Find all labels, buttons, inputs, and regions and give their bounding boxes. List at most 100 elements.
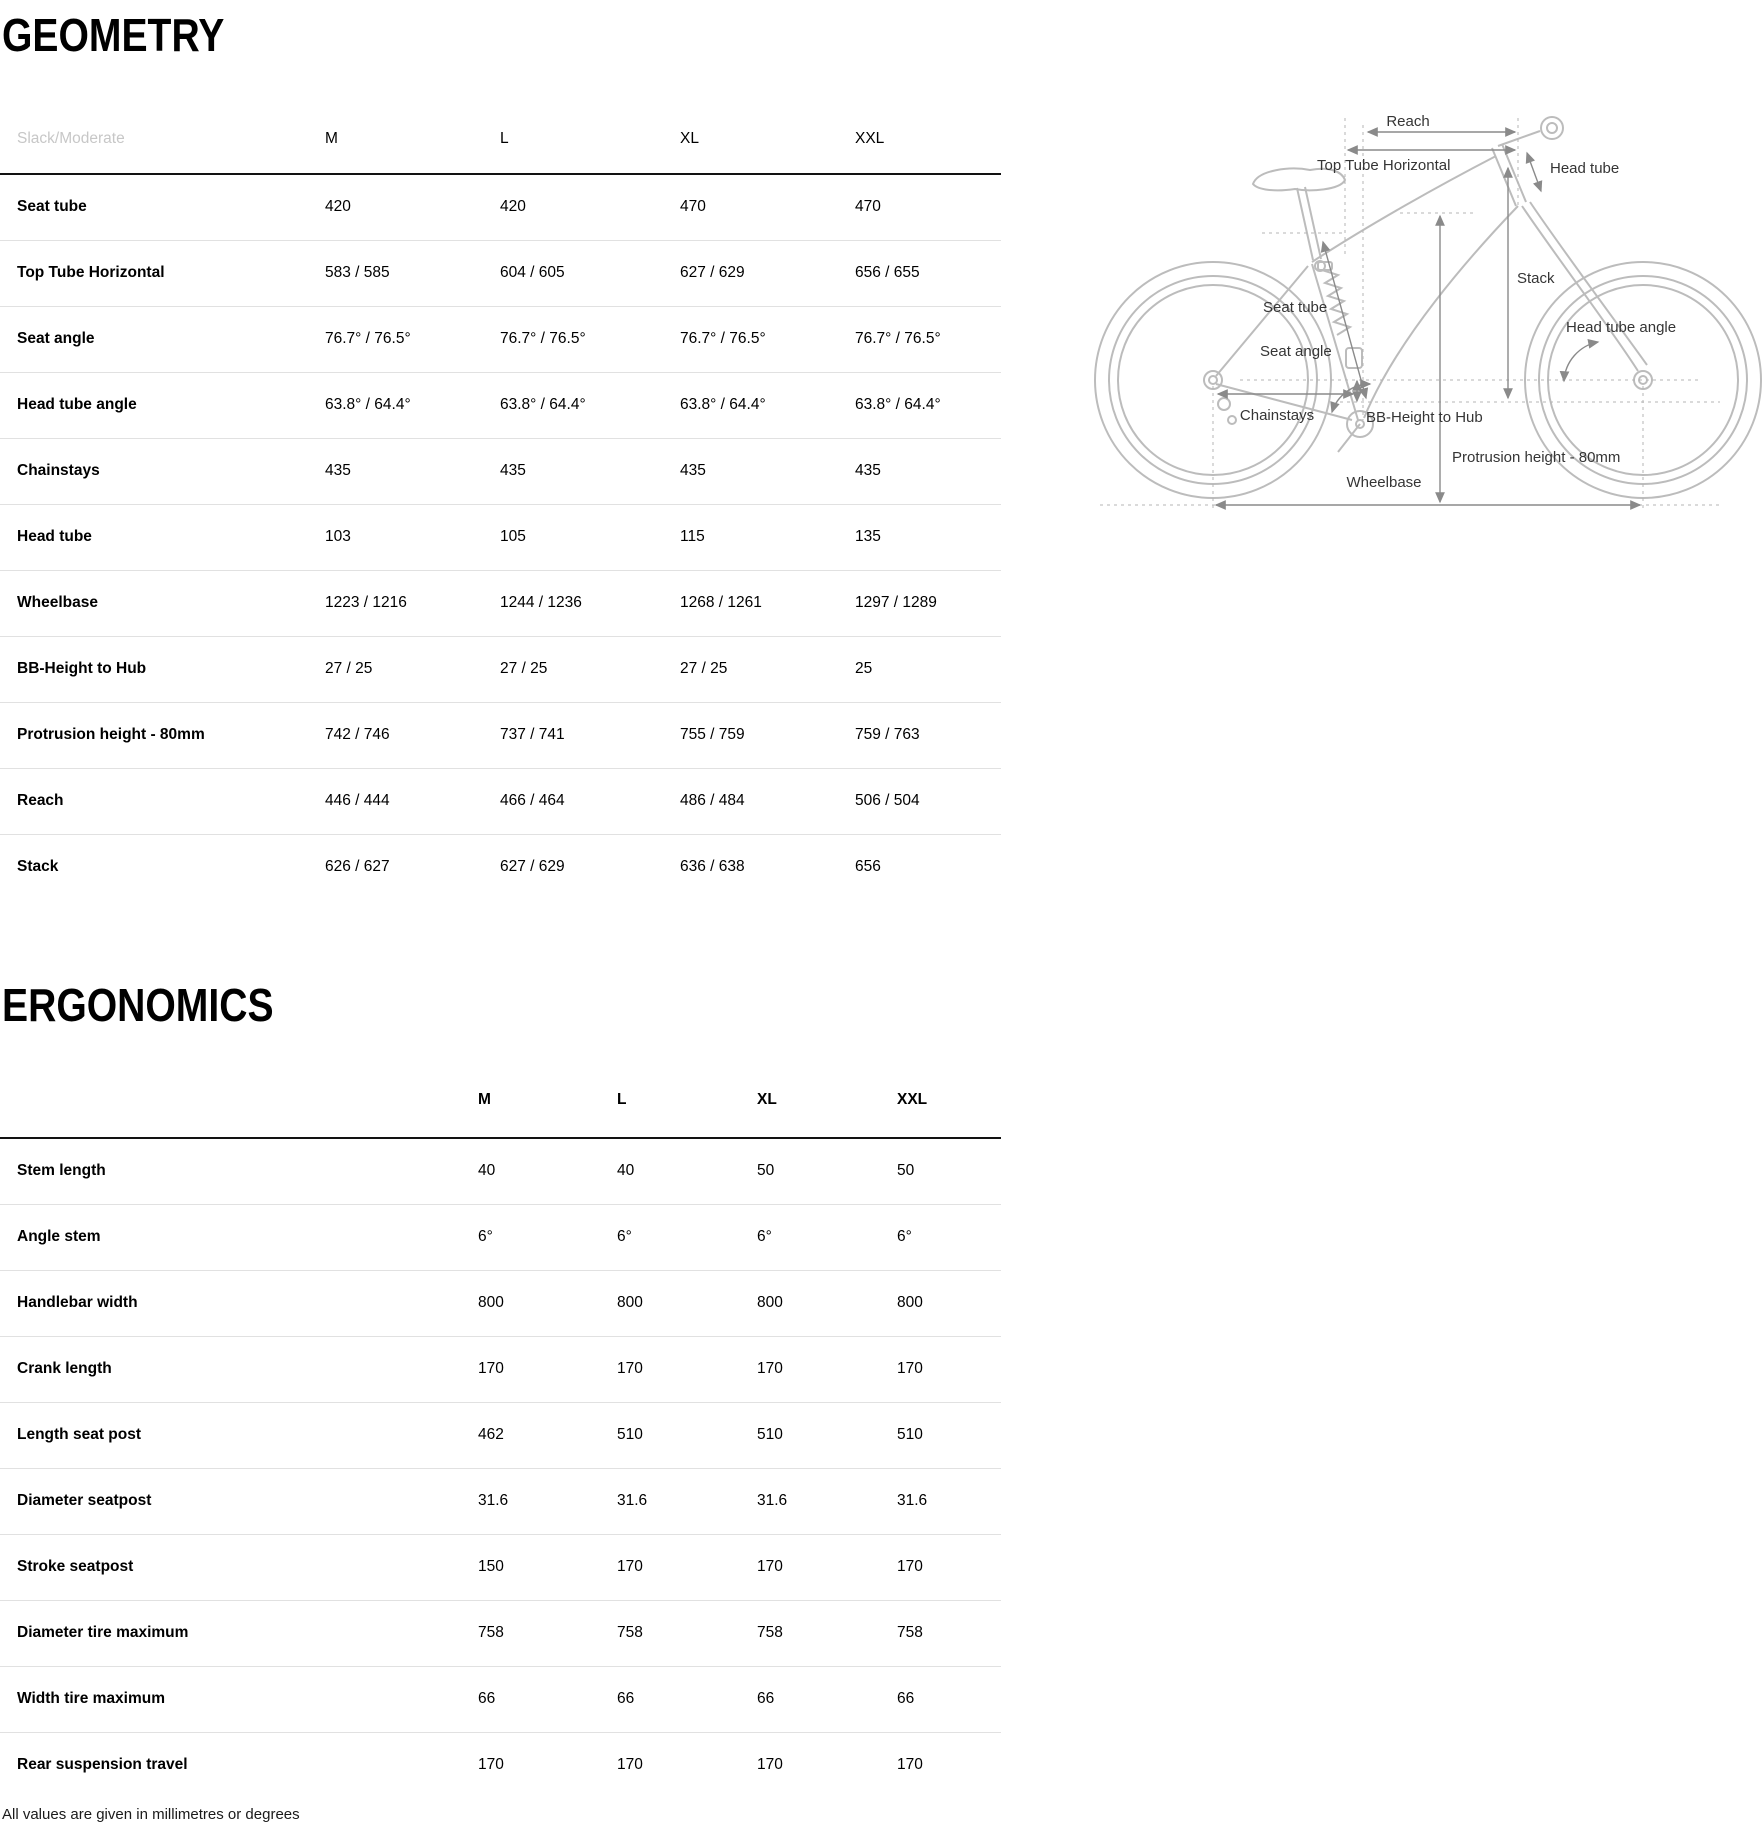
table-row: Rear suspension travel 170 170 170 170 xyxy=(0,1732,1001,1798)
row-value: 470 xyxy=(680,198,706,216)
row-value: 66 xyxy=(478,1690,496,1708)
row-label: BB-Height to Hub xyxy=(17,660,147,678)
table-row: Head tube angle 63.8° / 64.4° 63.8° / 64.4… xyxy=(0,372,1001,438)
row-value: 737 / 741 xyxy=(500,726,565,744)
fork xyxy=(1521,205,1639,372)
row-value: 27 / 25 xyxy=(680,660,728,678)
table-row: Protrusion height - 80mm 742 / 746 737 / 7… xyxy=(0,702,1001,768)
table-row: Stem length 40 40 50 50 xyxy=(0,1139,1001,1204)
row-label: Stroke seatpost xyxy=(17,1558,134,1576)
row-value: 435 xyxy=(680,462,706,480)
row-value: 656 xyxy=(855,858,881,876)
row-value: 63.8° / 64.4° xyxy=(500,396,586,414)
row-value: 31.6 xyxy=(757,1492,788,1510)
row-value: 31.6 xyxy=(617,1492,648,1510)
saddle xyxy=(1251,167,1347,192)
row-value: 27 / 25 xyxy=(500,660,548,678)
seat-stay xyxy=(1215,265,1309,377)
row-value: 510 xyxy=(757,1426,783,1444)
dimension-arrows xyxy=(1214,127,1642,510)
table-row: Top Tube Horizontal 583 / 585 604 / 605 627… xyxy=(0,240,1001,306)
top-tube-horizontal-label: Top Tube Horizontal xyxy=(1317,157,1450,174)
row-value: 76.7° / 76.5° xyxy=(325,330,411,348)
ergonomics-section-title: ERGONOMICS xyxy=(2,979,274,1031)
column-header-xl: XL xyxy=(680,130,699,147)
row-value: 63.8° / 64.4° xyxy=(325,396,411,414)
row-value: 6° xyxy=(757,1228,772,1246)
row-label: Wheelbase xyxy=(17,594,98,612)
ergonomics-table: M L XL XXL Stem length 40 40 50 50 Angle stem… xyxy=(0,1063,1001,1798)
row-value: 435 xyxy=(325,462,351,480)
row-label: Protrusion height - 80mm xyxy=(17,726,205,744)
row-label: Diameter seatpost xyxy=(17,1492,152,1510)
row-value: 1268 / 1261 xyxy=(680,594,762,612)
seat-tube-arrow xyxy=(1320,240,1369,400)
row-value: 170 xyxy=(757,1360,783,1378)
row-value: 800 xyxy=(617,1294,643,1312)
stem xyxy=(1497,130,1541,147)
row-label: Width tire maximum xyxy=(17,1690,165,1708)
row-label: Seat tube xyxy=(17,198,87,216)
table-row: Length seat post 462 510 510 510 xyxy=(0,1402,1001,1468)
dimension-guides xyxy=(1100,118,1720,512)
row-value: 40 xyxy=(617,1162,635,1180)
row-label: Diameter tire maximum xyxy=(17,1624,189,1642)
stack-label: Stack xyxy=(1517,270,1555,287)
row-value: 76.7° / 76.5° xyxy=(855,330,941,348)
row-value: 604 / 605 xyxy=(500,264,565,282)
table-row: Angle stem 6° 6° 6° 6° xyxy=(0,1204,1001,1270)
row-value: 170 xyxy=(617,1756,643,1774)
protrusion-height-label: Protrusion height - 80mm xyxy=(1452,449,1620,466)
row-label: Chainstays xyxy=(17,462,100,480)
row-value: 170 xyxy=(478,1756,504,1774)
row-value: 31.6 xyxy=(897,1492,928,1510)
row-value: 150 xyxy=(478,1558,504,1576)
row-value: 76.7° / 76.5° xyxy=(500,330,586,348)
row-value: 446 / 444 xyxy=(325,792,390,810)
row-value: 6° xyxy=(617,1228,632,1246)
row-value: 466 / 464 xyxy=(500,792,565,810)
row-value: 758 xyxy=(897,1624,923,1642)
row-value: 462 xyxy=(478,1426,504,1444)
row-value: 105 xyxy=(500,528,526,546)
row-value: 50 xyxy=(757,1162,775,1180)
seatpost xyxy=(1296,187,1314,261)
row-value: 510 xyxy=(897,1426,923,1444)
row-value: 170 xyxy=(478,1360,504,1378)
row-value: 50 xyxy=(897,1162,915,1180)
column-header-m: M xyxy=(325,130,338,147)
table-row: Chainstays 435 435 435 435 xyxy=(0,438,1001,504)
bb-height-to-hub-label: BB-Height to Hub xyxy=(1366,409,1483,426)
column-header-l: L xyxy=(617,1091,627,1108)
row-value: 170 xyxy=(617,1360,643,1378)
ergonomics-table-header: M L XL XXL xyxy=(0,1063,1001,1139)
wheelbase-label: Wheelbase xyxy=(1346,474,1421,491)
row-value: 470 xyxy=(855,198,881,216)
bike-geometry-diagram: Reach Top Tube Horizontal Head tube Stac… xyxy=(1094,113,1762,512)
row-value: 506 / 504 xyxy=(855,792,920,810)
head-tube-angle-label: Head tube angle xyxy=(1566,319,1676,336)
bike-line-art xyxy=(1094,116,1762,499)
row-value: 742 / 746 xyxy=(325,726,390,744)
row-value: 755 / 759 xyxy=(680,726,745,744)
row-label: Top Tube Horizontal xyxy=(17,264,165,282)
row-value: 1244 / 1236 xyxy=(500,594,582,612)
ergonomics-table-body: Stem length 40 40 50 50 Angle stem 6° 6° 6° 6° Han… xyxy=(0,1139,1001,1798)
row-value: 31.6 xyxy=(478,1492,509,1510)
table-row: Handlebar width 800 800 800 800 xyxy=(0,1270,1001,1336)
geometry-table: Slack/Moderate M L XL XXL Seat tube 420 42… xyxy=(0,105,1001,900)
table-row: Seat tube 420 420 470 470 xyxy=(0,175,1001,240)
table-row: BB-Height to Hub 27 / 25 27 / 25 27 / 25 25 xyxy=(0,636,1001,702)
row-value: 25 xyxy=(855,660,873,678)
column-header-m: M xyxy=(478,1091,491,1108)
row-value: 170 xyxy=(757,1558,783,1576)
row-label: Length seat post xyxy=(17,1426,142,1444)
row-value: 758 xyxy=(617,1624,643,1642)
row-value: 27 / 25 xyxy=(325,660,373,678)
row-value: 170 xyxy=(617,1558,643,1576)
seat-angle-label: Seat angle xyxy=(1260,343,1332,360)
row-value: 76.7° / 76.5° xyxy=(680,330,766,348)
row-value: 758 xyxy=(757,1624,783,1642)
reach-label: Reach xyxy=(1386,113,1429,130)
